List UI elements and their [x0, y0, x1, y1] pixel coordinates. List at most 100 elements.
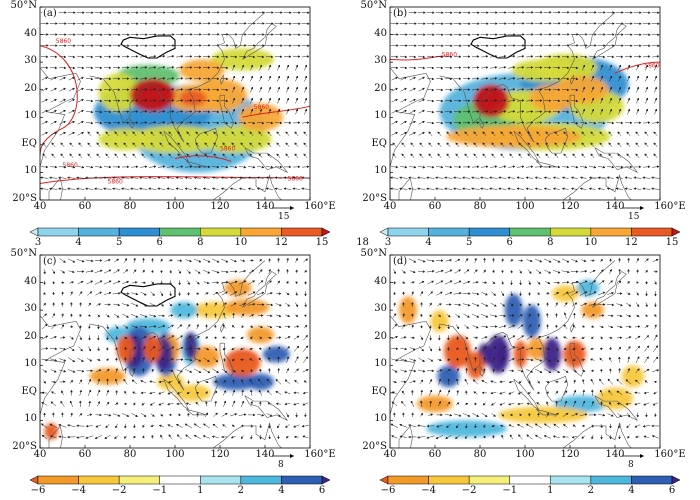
shaded-cell: [225, 299, 270, 316]
colorbar-label: 10: [234, 237, 247, 248]
x-tick-label: 40: [384, 201, 397, 212]
y-tick-label: 10: [7, 110, 37, 121]
shaded-cell: [496, 343, 510, 365]
shaded-cell: [543, 338, 561, 371]
y-tick-label: 20°S: [7, 441, 37, 452]
shaded-cell: [417, 396, 453, 413]
x-tick-label: 160°E: [654, 449, 685, 460]
y-tick-label: 30: [7, 55, 37, 66]
x-tick-label: 60: [79, 449, 92, 460]
colorbar-label: 4: [278, 485, 284, 496]
colorbar-label: −4: [421, 485, 436, 496]
y-tick-label: EQ: [7, 386, 37, 397]
contour-label: 5860: [220, 145, 235, 152]
x-tick-label: 120: [210, 449, 229, 460]
x-tick-label: 140: [255, 449, 274, 460]
y-tick-label: 50°N: [7, 0, 37, 11]
y-tick-label: EQ: [7, 138, 37, 149]
colorbar-label: 15: [666, 237, 679, 248]
y-tick-label: EQ: [357, 386, 387, 397]
y-tick-label: 40: [7, 28, 37, 39]
colorbar-label: −6: [381, 485, 396, 496]
colorbar-label: 3: [385, 237, 391, 248]
y-tick-label: 30: [357, 55, 387, 66]
x-tick-label: 100: [515, 449, 534, 460]
y-tick-label: 30: [7, 303, 37, 314]
x-tick-label: 160°E: [654, 201, 685, 212]
x-tick-label: 40: [384, 449, 397, 460]
panel-label-b: (b): [392, 8, 408, 19]
colorbar-label: −4: [71, 485, 86, 496]
x-tick-label: 60: [79, 201, 92, 212]
shaded-cell: [577, 280, 600, 297]
colorbar-label: 1: [547, 485, 553, 496]
colorbar-label: 1: [197, 485, 203, 496]
shaded-cell: [99, 128, 153, 150]
y-tick-label: 20: [7, 83, 37, 94]
y-tick-label: 20°S: [357, 193, 387, 204]
x-tick-label: 100: [515, 201, 534, 212]
reference-vector-label: 8: [278, 460, 284, 470]
y-tick-label: EQ: [357, 138, 387, 149]
y-tick-label: 10: [7, 358, 37, 369]
panel-label-d: (d): [392, 256, 408, 267]
colorbar-label: −1: [152, 485, 167, 496]
x-tick-label: 120: [210, 201, 229, 212]
colorbar-label: −6: [31, 485, 46, 496]
colorbar-label: −1: [502, 485, 517, 496]
y-tick-label: 20: [357, 83, 387, 94]
y-tick-label: 40: [7, 276, 37, 287]
x-tick-label: 120: [560, 201, 579, 212]
shaded-cell: [399, 296, 417, 324]
x-tick-label: 120: [560, 449, 579, 460]
shaded-cell: [554, 76, 608, 104]
shaded-cell: [597, 387, 633, 409]
contour-label: 5860: [288, 176, 303, 183]
x-tick-label: 40: [34, 201, 47, 212]
colorbar-label: 2: [238, 485, 244, 496]
panel-label-a: (a): [42, 8, 58, 19]
colorbar-label: 6: [157, 237, 163, 248]
y-tick-label: 40: [357, 276, 387, 287]
colorbar-label: −2: [462, 485, 477, 496]
y-tick-label: 40: [357, 28, 387, 39]
colorbar-label: 5: [466, 237, 472, 248]
colorbar: [30, 476, 330, 484]
reference-vector-label: 15: [278, 212, 289, 222]
y-tick-label: 30: [357, 303, 387, 314]
colorbar: [380, 228, 680, 236]
colorbar-label: 4: [75, 237, 81, 248]
y-tick-label: 20: [7, 331, 37, 342]
y-tick-label: 20°S: [357, 441, 387, 452]
shaded-cell: [446, 126, 581, 148]
x-tick-label: 80: [124, 449, 137, 460]
y-tick-label: 10: [7, 165, 37, 176]
x-tick-label: 60: [429, 449, 442, 460]
contour-label: 5860: [442, 52, 457, 59]
y-tick-label: 10: [357, 413, 387, 424]
x-tick-label: 160°E: [304, 449, 335, 460]
shaded-cell: [247, 327, 274, 344]
colorbar-label: 4: [628, 485, 634, 496]
y-tick-label: 50°N: [7, 248, 37, 259]
x-tick-label: 40: [34, 449, 47, 460]
reference-vector-label: 8: [628, 460, 634, 470]
colorbar-label: 5: [116, 237, 122, 248]
colorbar-label: 6: [507, 237, 513, 248]
y-tick-label: 20: [357, 331, 387, 342]
colorbar-label: 10: [584, 237, 597, 248]
x-tick-label: 60: [429, 201, 442, 212]
colorbar-label: 12: [275, 237, 288, 248]
colorbar-label: 6: [669, 485, 675, 496]
contour-label: 5860: [56, 38, 71, 45]
colorbar: [30, 228, 330, 236]
shaded-cell: [467, 352, 485, 380]
y-tick-label: 10: [357, 110, 387, 121]
y-tick-label: 10: [357, 165, 387, 176]
x-tick-label: 80: [474, 449, 487, 460]
x-tick-label: 80: [124, 201, 137, 212]
shaded-cell: [171, 302, 198, 319]
reference-vector-label: 15: [628, 212, 639, 222]
